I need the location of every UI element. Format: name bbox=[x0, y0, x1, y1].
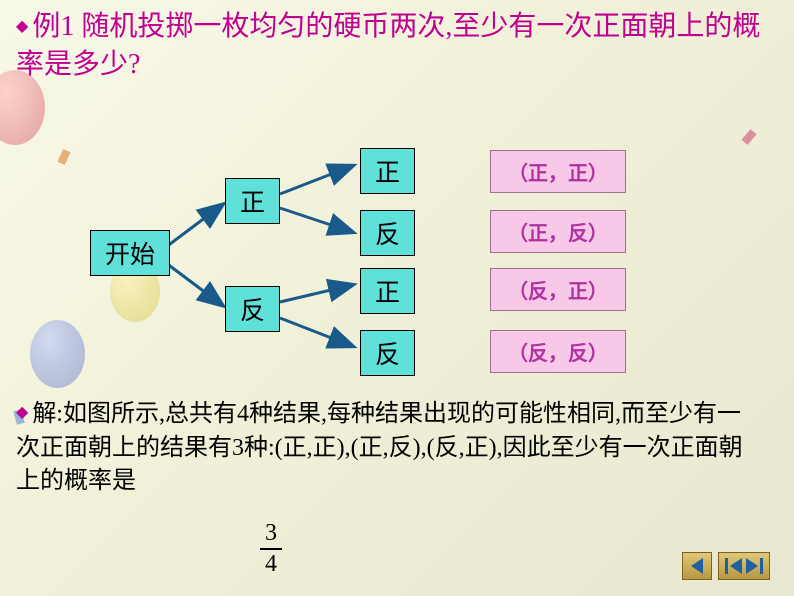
tree-diagram: 开始 正 反 正 反 正 反 （正，正） （正，反） （反，正） （反，反） bbox=[90, 120, 690, 390]
bar-icon bbox=[760, 558, 763, 574]
prev-icon bbox=[730, 558, 742, 574]
solution-body: 解:如图所示,总共有4种结果,每种结果出现的可能性相同,而至少有一次正面朝上的结… bbox=[16, 401, 743, 494]
next-icon bbox=[746, 558, 758, 574]
fraction-numerator: 3 bbox=[265, 520, 277, 547]
tree-node-l2: 正 bbox=[360, 148, 415, 194]
slide-content: ◆例1 随机投掷一枚均匀的硬币两次,至少有一次正面朝上的概率是多少? 开始 正 … bbox=[0, 0, 794, 596]
prev-icon bbox=[691, 558, 703, 574]
tree-node-l2: 反 bbox=[360, 330, 415, 376]
question-body: 例1 随机投掷一枚均匀的硬币两次,至少有一次正面朝上的概率是多少? bbox=[16, 11, 760, 80]
outcome-label: （反，正） bbox=[490, 268, 626, 311]
outcome-label: （正，反） bbox=[490, 210, 626, 253]
outcome-label: （反，反） bbox=[490, 330, 626, 373]
tree-node-l1: 反 bbox=[225, 286, 280, 332]
fraction-answer: 3 4 bbox=[260, 520, 282, 578]
bullet-icon: ◆ bbox=[16, 404, 28, 421]
fraction-line bbox=[260, 548, 282, 550]
nav-prev-button[interactable] bbox=[682, 552, 712, 580]
question-text: ◆例1 随机投掷一枚均匀的硬币两次,至少有一次正面朝上的概率是多少? bbox=[16, 8, 774, 84]
nav-controls bbox=[682, 552, 770, 580]
tree-node-l2: 正 bbox=[360, 268, 415, 314]
tree-node-l2: 反 bbox=[360, 210, 415, 256]
tree-node-l1: 正 bbox=[225, 178, 280, 224]
outcome-label: （正，正） bbox=[490, 150, 626, 193]
nav-first-last-button[interactable] bbox=[718, 552, 770, 580]
bullet-icon: ◆ bbox=[16, 18, 28, 35]
solution-text: ◆解:如图所示,总共有4种结果,每种结果出现的可能性相同,而至少有一次正面朝上的… bbox=[16, 398, 764, 499]
bar-icon bbox=[725, 558, 728, 574]
fraction-denominator: 4 bbox=[265, 551, 277, 578]
tree-node-root: 开始 bbox=[90, 230, 170, 276]
